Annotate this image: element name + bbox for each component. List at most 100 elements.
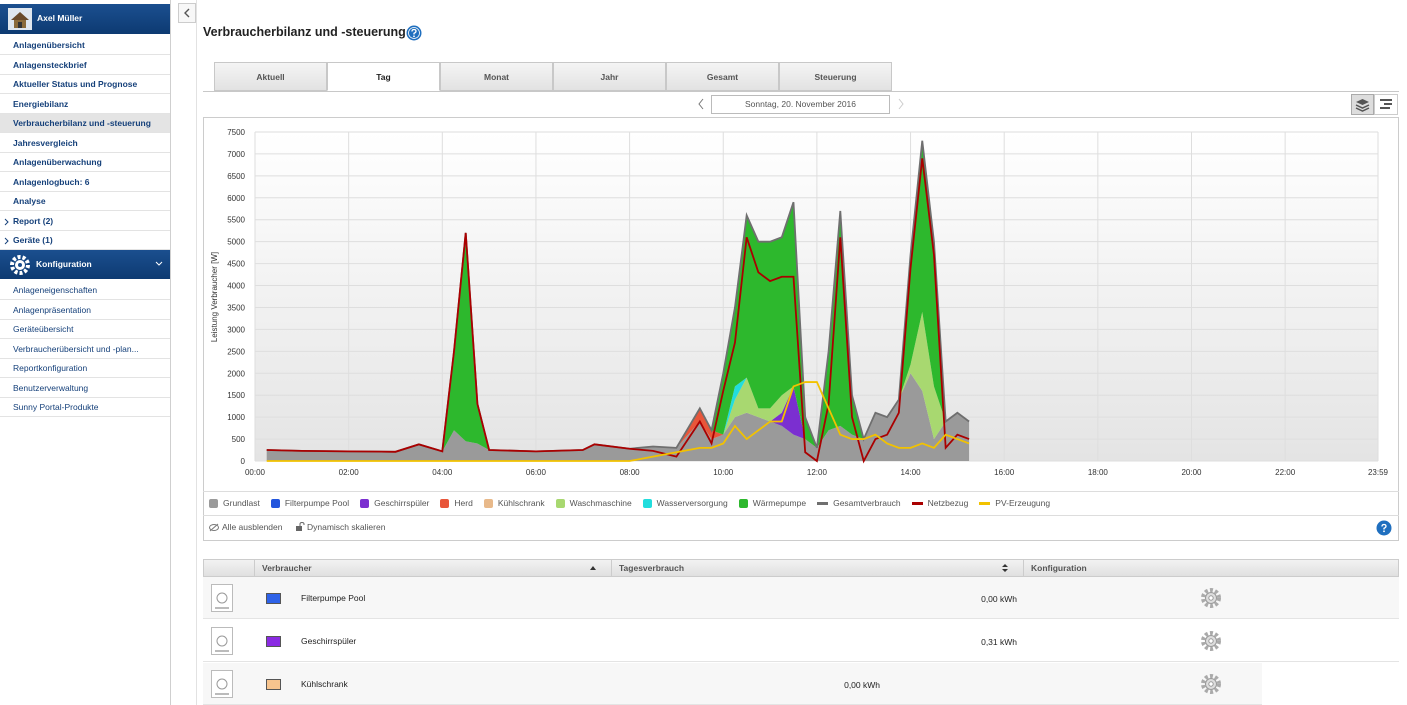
legend-item[interactable]: Kühlschrank [483, 496, 545, 510]
config-item[interactable]: Geräteübersicht [0, 320, 170, 339]
hide-all[interactable]: Alle ausblenden [209, 522, 283, 532]
legend-swatch [209, 498, 218, 508]
sort-icon[interactable] [1001, 563, 1009, 573]
consumption: 0,00 kWh [981, 594, 1017, 604]
nav-item[interactable]: Analyse [0, 192, 170, 211]
legend-item[interactable]: Wasserversorgung [642, 496, 728, 510]
config-item[interactable]: Verbraucherübersicht und -plan... [0, 340, 170, 359]
date-field[interactable]: Sonntag, 20. November 2016 [711, 95, 890, 114]
help-icon[interactable] [406, 25, 422, 41]
legend-label: Wasserversorgung [656, 498, 728, 508]
nav-item[interactable]: Report (2) [0, 212, 170, 231]
tab[interactable]: Monat [440, 62, 553, 91]
nav-item[interactable]: Anlagenlogbuch: 6 [0, 173, 170, 192]
legend-item[interactable]: PV-Erzeugung [979, 496, 1050, 510]
legend-swatch [979, 501, 991, 505]
legend: Grundlast Filterpumpe Pool Geschirrspüler H… [209, 496, 1061, 510]
stack-view-button[interactable] [1351, 94, 1374, 115]
next-day[interactable] [895, 96, 907, 112]
arrow [4, 218, 9, 225]
y-tick-label: 0 [241, 457, 246, 466]
chart-help[interactable] [1376, 520, 1392, 536]
separator [203, 491, 1399, 492]
sort-icon[interactable] [589, 563, 597, 573]
layers-icon [1355, 99, 1370, 112]
tab[interactable]: Tag [327, 62, 440, 91]
color-swatch [266, 679, 281, 690]
legend-swatch [555, 498, 565, 508]
y-tick-label: 6500 [227, 172, 245, 181]
legend-item[interactable]: Filterpumpe Pool [270, 496, 350, 510]
nav-label: Anlagenüberwachung [13, 157, 102, 167]
section-header[interactable]: Konfiguration [0, 250, 170, 279]
bar [215, 650, 229, 652]
switch-icon[interactable] [211, 584, 233, 612]
nav-item[interactable]: Anlagenüberwachung [0, 153, 170, 172]
line [266, 158, 970, 464]
config-item[interactable]: Anlageneigenschaften [0, 281, 170, 300]
content [196, 0, 1407, 705]
nav-label: Anlagenlogbuch: 6 [13, 176, 90, 187]
legend-item[interactable]: Netzbezug [911, 496, 968, 510]
x-tick-label: 18:00 [1088, 468, 1109, 477]
gear-hole [1208, 595, 1214, 601]
legend-item[interactable]: Waschmaschine [555, 496, 632, 510]
nav-label: Anlagensteckbrief [13, 59, 87, 70]
config-item[interactable]: Reportkonfiguration [0, 359, 170, 378]
legend-swatch [817, 501, 829, 505]
x-tick-label: 04:00 [432, 468, 453, 477]
switch-icon[interactable] [211, 627, 233, 655]
switch-icon[interactable] [211, 670, 233, 698]
dynamic-scale[interactable]: Dynamisch skalieren [295, 522, 385, 532]
collapse-button[interactable] [178, 3, 196, 23]
gear-icon [10, 255, 30, 275]
legend-item[interactable]: Grundlast [209, 496, 260, 510]
nav-item[interactable]: Anlagensteckbrief [0, 56, 170, 75]
column-header[interactable]: Tagesverbrauch [612, 559, 1024, 577]
legend-swatch [738, 498, 748, 508]
bars-icon [1380, 99, 1392, 109]
legend-label: Filterpumpe Pool [284, 498, 350, 508]
legend-item[interactable]: Wärmepumpe [738, 496, 806, 510]
column-header[interactable]: Verbraucher [255, 559, 612, 577]
legend-item[interactable]: Herd [440, 496, 473, 510]
chart-panel [203, 117, 1399, 541]
color-swatch [266, 636, 281, 647]
legend-item[interactable]: Gesamtverbrauch [817, 496, 901, 510]
nav-item[interactable]: Geräte (1) [0, 231, 170, 250]
tab[interactable]: Jahr [553, 62, 666, 91]
list-view-button[interactable] [1374, 94, 1398, 115]
config-item[interactable]: Anlagenpräsentation [0, 301, 170, 320]
legend-label: Gesamtverbrauch [833, 498, 901, 508]
x-tick-label: 02:00 [339, 468, 360, 477]
expand-arrow [4, 218, 9, 225]
tab[interactable]: Aktuell [214, 62, 327, 91]
config-gear[interactable] [1200, 673, 1222, 695]
nav-item[interactable]: Jahresvergleich [0, 134, 170, 153]
x-tick-label: 16:00 [994, 468, 1015, 477]
nav-item[interactable]: Aktueller Status und Prognose [0, 75, 170, 94]
config-gear[interactable] [1200, 587, 1222, 609]
legend-swatch [911, 501, 923, 505]
gear-teeth [1201, 674, 1221, 694]
tab[interactable]: Gesamt [666, 62, 779, 91]
nav-item[interactable]: Anlagenübersicht [0, 36, 170, 55]
table-row: Geschirrspüler 0,31 kWh [203, 620, 1399, 662]
config-gear[interactable] [1200, 630, 1222, 652]
section-title: Konfiguration [36, 259, 92, 269]
column-header[interactable]: Konfiguration [1024, 559, 1399, 577]
y-tick-label: 1500 [227, 391, 245, 400]
user-bar[interactable]: Axel Müller [0, 4, 170, 34]
nav-item[interactable]: Energiebilanz [0, 95, 170, 114]
nav-item[interactable]: Verbraucherbilanz und -steuerung [0, 114, 170, 133]
prev-day[interactable] [695, 96, 707, 112]
y-tick-label: 2500 [227, 347, 245, 356]
legend-label: Grundlast [223, 498, 260, 508]
config-item[interactable]: Benutzerverwaltung [0, 379, 170, 398]
y-tick-label: 5000 [227, 238, 245, 247]
legend-item[interactable]: Geschirrspüler [360, 496, 429, 510]
y-tick-label: 3000 [227, 325, 245, 334]
tab[interactable]: Steuerung [779, 62, 892, 91]
config-item[interactable]: Sunny Portal-Produkte [0, 398, 170, 417]
gear-hole [1208, 638, 1214, 644]
